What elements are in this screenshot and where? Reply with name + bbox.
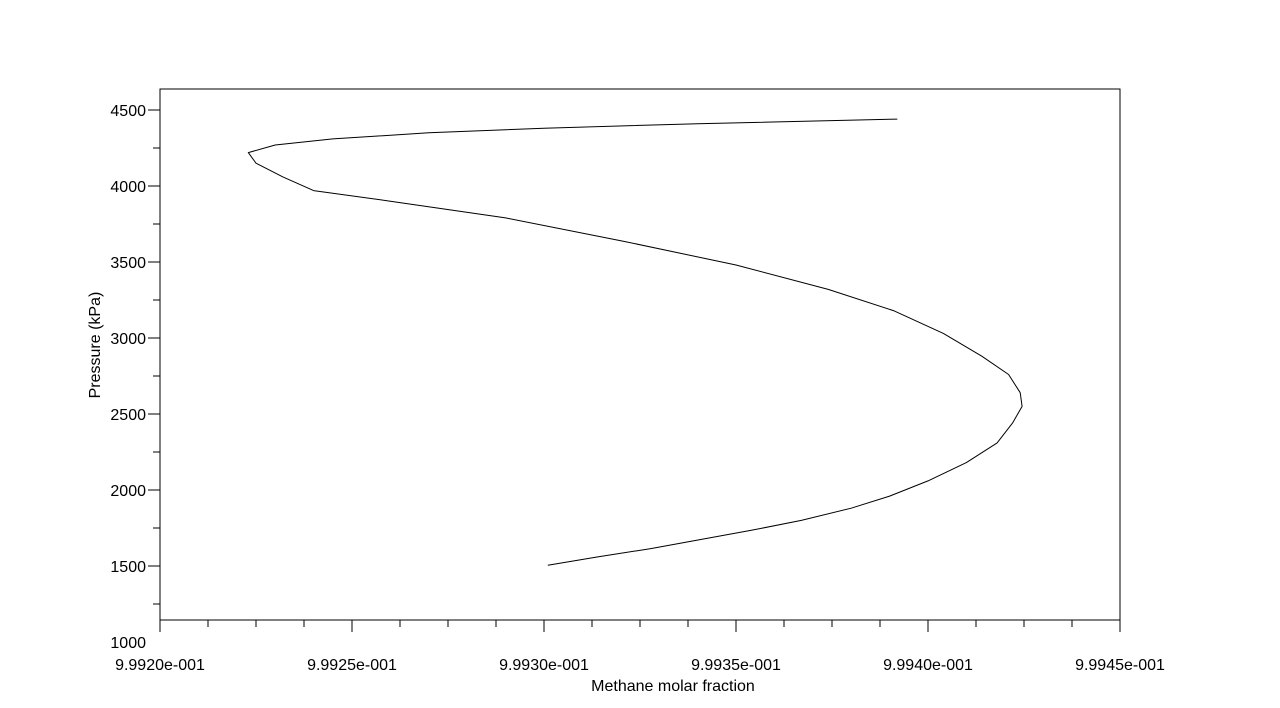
y-tick-label: 2000 xyxy=(110,483,146,500)
plot-area xyxy=(159,88,1121,621)
x-tick-label: 9.9920e-001 xyxy=(115,657,205,674)
y-tick-label: 4500 xyxy=(110,103,146,120)
y-tick-label: 3500 xyxy=(110,255,146,272)
series-layer xyxy=(247,118,1023,566)
y-tick-label: 4000 xyxy=(110,179,146,196)
y-axis-ticks: 1000 1500 2000 2500 3000 3500 4000 4500 xyxy=(110,103,160,652)
y-tick-label: 1500 xyxy=(110,559,146,576)
x-tick-label: 9.9940e-001 xyxy=(883,657,973,674)
x-axis-title: Methane molar fraction xyxy=(591,678,755,695)
y-tick-label: 1000 xyxy=(110,635,146,652)
y-tick-label: 2500 xyxy=(110,407,146,424)
series-line xyxy=(247,118,1023,566)
y-tick-label: 3000 xyxy=(110,331,146,348)
x-tick-label: 9.9925e-001 xyxy=(307,657,397,674)
x-tick-label: 9.9935e-001 xyxy=(691,657,781,674)
y-axis-title: Pressure (kPa) xyxy=(87,292,104,399)
x-axis-ticks: 9.9920e-001 9.9925e-001 9.9930e-001 9.9935e… xyxy=(115,620,1165,674)
x-tick-label: 9.9930e-001 xyxy=(499,657,589,674)
x-tick-label: 9.9945e-001 xyxy=(1075,657,1165,674)
